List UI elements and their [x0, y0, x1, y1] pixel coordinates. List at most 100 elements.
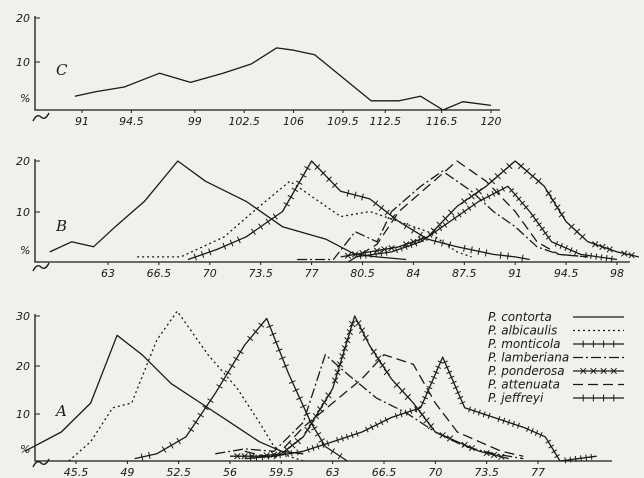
series-marker	[433, 370, 440, 374]
series-marker	[468, 444, 476, 452]
series-marker	[564, 457, 567, 464]
series-marker	[314, 432, 322, 437]
y-tick-label: 20	[16, 360, 30, 373]
series-marker	[554, 240, 559, 247]
series-marker	[450, 380, 457, 385]
series-marker	[599, 243, 606, 251]
series-jeffreyi	[355, 185, 618, 262]
series-marker	[399, 387, 406, 395]
series-marker	[441, 360, 448, 364]
x-tick-label: 87.5	[452, 267, 477, 280]
series-marker	[272, 213, 278, 220]
series-marker	[426, 385, 433, 390]
series-marker	[228, 363, 236, 368]
series-marker	[530, 213, 536, 218]
x-tick-label: 106	[283, 115, 304, 128]
series-marker	[278, 356, 286, 360]
series-line	[24, 334, 304, 455]
x-tick-label: 52.5	[166, 466, 191, 478]
legend-label: P. albicaulis	[488, 324, 557, 338]
panel-label: A	[54, 402, 67, 420]
x-tick-label: 66.5	[147, 267, 172, 280]
series-marker	[519, 200, 526, 206]
panel-c: 10 20% 91 94.5 99 102.5 106 109.5 112.5 116.5 120 C	[16, 12, 502, 128]
series-marker	[237, 349, 244, 355]
x-tick-label: 84	[406, 267, 420, 280]
series-marker	[282, 364, 289, 368]
series-marker	[304, 426, 311, 434]
series-marker	[384, 417, 389, 423]
series-marker	[605, 254, 608, 262]
series-marker	[394, 412, 398, 419]
series-marker	[444, 365, 451, 369]
series-marker	[512, 420, 515, 427]
series-marker	[523, 167, 530, 175]
legend-item-contorta: P. contorta	[488, 310, 624, 324]
series-marker	[269, 332, 277, 337]
series-marker	[468, 406, 471, 413]
series-marker	[539, 226, 545, 231]
legend-item-lamberiana: P. lamberiana	[488, 351, 624, 365]
series-marker	[439, 432, 446, 439]
series-marker	[533, 217, 539, 223]
series-marker	[192, 419, 199, 425]
series-line	[74, 47, 492, 111]
series-marker	[529, 172, 536, 180]
series-marker	[370, 348, 377, 355]
series-marker	[330, 448, 336, 455]
series-marker	[289, 442, 296, 449]
series-marker	[551, 449, 557, 454]
axis-lines	[34, 16, 500, 111]
series-marker	[487, 412, 491, 419]
series-marker	[378, 204, 384, 212]
y-tick-label: 20	[16, 12, 30, 25]
x-tick-label: 116.5	[426, 115, 458, 128]
series-marker	[534, 430, 539, 436]
series-marker	[486, 193, 491, 200]
series-marker	[393, 381, 400, 389]
series-marker	[554, 204, 561, 211]
series-marker	[148, 451, 151, 459]
series-marker	[275, 348, 283, 352]
series-marker	[457, 212, 462, 218]
series-marker	[549, 197, 557, 204]
series-marker	[442, 222, 448, 228]
series-marker	[457, 396, 464, 400]
series-marker	[423, 417, 430, 424]
series-marker	[346, 328, 353, 336]
series-marker	[202, 405, 209, 411]
series-marker	[610, 255, 613, 262]
legend-swatch-marker	[590, 367, 597, 375]
series-monticola	[134, 317, 348, 462]
series-marker	[266, 324, 274, 329]
series-marker	[441, 239, 444, 247]
series-marker	[346, 189, 350, 197]
x-tick-label: 45.5	[64, 466, 89, 478]
series-marker	[590, 453, 593, 460]
x-tick-label: 94.5	[554, 267, 579, 280]
series-marker	[287, 194, 295, 200]
series-marker	[379, 419, 384, 426]
series-ponderosa	[230, 315, 509, 460]
y-tick-label: 10	[16, 408, 30, 421]
series-marker	[369, 251, 372, 258]
y-tick-label: 10	[16, 56, 30, 69]
series-marker	[477, 247, 481, 255]
series-marker	[207, 398, 214, 403]
series-marker	[409, 242, 413, 249]
series-marker	[569, 247, 573, 254]
series-marker	[433, 228, 438, 235]
series-marker	[422, 396, 429, 400]
series-marker	[290, 450, 293, 457]
series-marker	[278, 452, 281, 459]
series-marker	[600, 254, 603, 261]
x-tick-label: 98	[610, 267, 624, 280]
legend-swatch-marker	[580, 367, 587, 375]
series-marker	[461, 441, 468, 449]
series-marker	[500, 167, 507, 175]
series-marker	[554, 454, 560, 459]
series-marker	[592, 241, 599, 248]
series-marker	[483, 449, 490, 457]
series-marker	[339, 353, 346, 360]
legend-label: P. monticola	[488, 337, 561, 351]
